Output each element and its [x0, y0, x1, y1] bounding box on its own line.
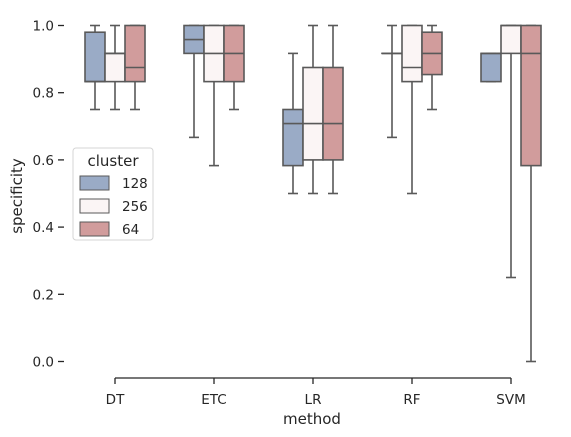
y-tick-label-4: 0.8 [33, 86, 54, 102]
x-tick-label-0: DT [106, 392, 125, 408]
y-axis: 0.0 0.2 0.4 0.6 0.8 1.0 [33, 19, 64, 371]
box-LR-256 [302, 24, 324, 195]
legend-label-256: 256 [122, 199, 148, 215]
box-body [302, 66, 324, 161]
y-tick-label-3: 0.6 [33, 153, 54, 169]
box-body [104, 52, 126, 83]
box-RF-256 [401, 24, 423, 195]
box-LR-128 [282, 52, 304, 195]
legend-frame [72, 147, 154, 241]
box-SVM-128 [480, 52, 502, 83]
box-body [480, 52, 502, 83]
box-SVM-64 [520, 24, 542, 363]
legend-swatch-64 [79, 221, 110, 237]
box-body [84, 31, 106, 83]
legend-label-128: 128 [122, 176, 148, 192]
y-tick-label-0: 0.0 [33, 355, 54, 371]
y-axis-label: specificity [8, 158, 26, 234]
legend-swatch-128 [79, 175, 110, 191]
x-tick-label-2: LR [305, 392, 322, 408]
x-axis: DT ETC LR RF SVM [106, 377, 526, 408]
legend-label-64: 64 [122, 222, 139, 238]
box-body [282, 108, 304, 167]
box-body [124, 24, 146, 83]
box-ETC-256 [203, 24, 225, 167]
box-LR-64 [322, 24, 344, 195]
box-ETC-128 [183, 24, 205, 139]
box-ETC-64 [223, 24, 245, 111]
legend-items: 128 256 64 [79, 175, 148, 238]
legend: cluster 128 256 64 [72, 147, 154, 241]
box-body [401, 24, 423, 83]
y-tick-label-5: 1.0 [33, 19, 54, 35]
box-body [500, 24, 522, 55]
x-tick-label-4: SVM [496, 392, 525, 408]
legend-title: cluster [87, 152, 139, 170]
y-tick-label-1: 0.2 [33, 287, 54, 303]
box-RF-64 [421, 24, 443, 111]
legend-swatch-256 [79, 198, 110, 214]
box-DT-256 [104, 24, 126, 111]
box-RF-128 [381, 24, 403, 139]
x-tick-label-3: RF [403, 392, 420, 408]
x-tick-label-1: ETC [201, 392, 226, 408]
box-body [520, 24, 542, 167]
box-DT-128 [84, 24, 106, 111]
box-groups [84, 24, 542, 363]
x-axis-label: method [283, 410, 341, 428]
box-SVM-256 [500, 24, 522, 279]
box-DT-64 [124, 24, 146, 111]
y-tick-label-2: 0.4 [33, 220, 54, 236]
box-body [322, 66, 344, 161]
